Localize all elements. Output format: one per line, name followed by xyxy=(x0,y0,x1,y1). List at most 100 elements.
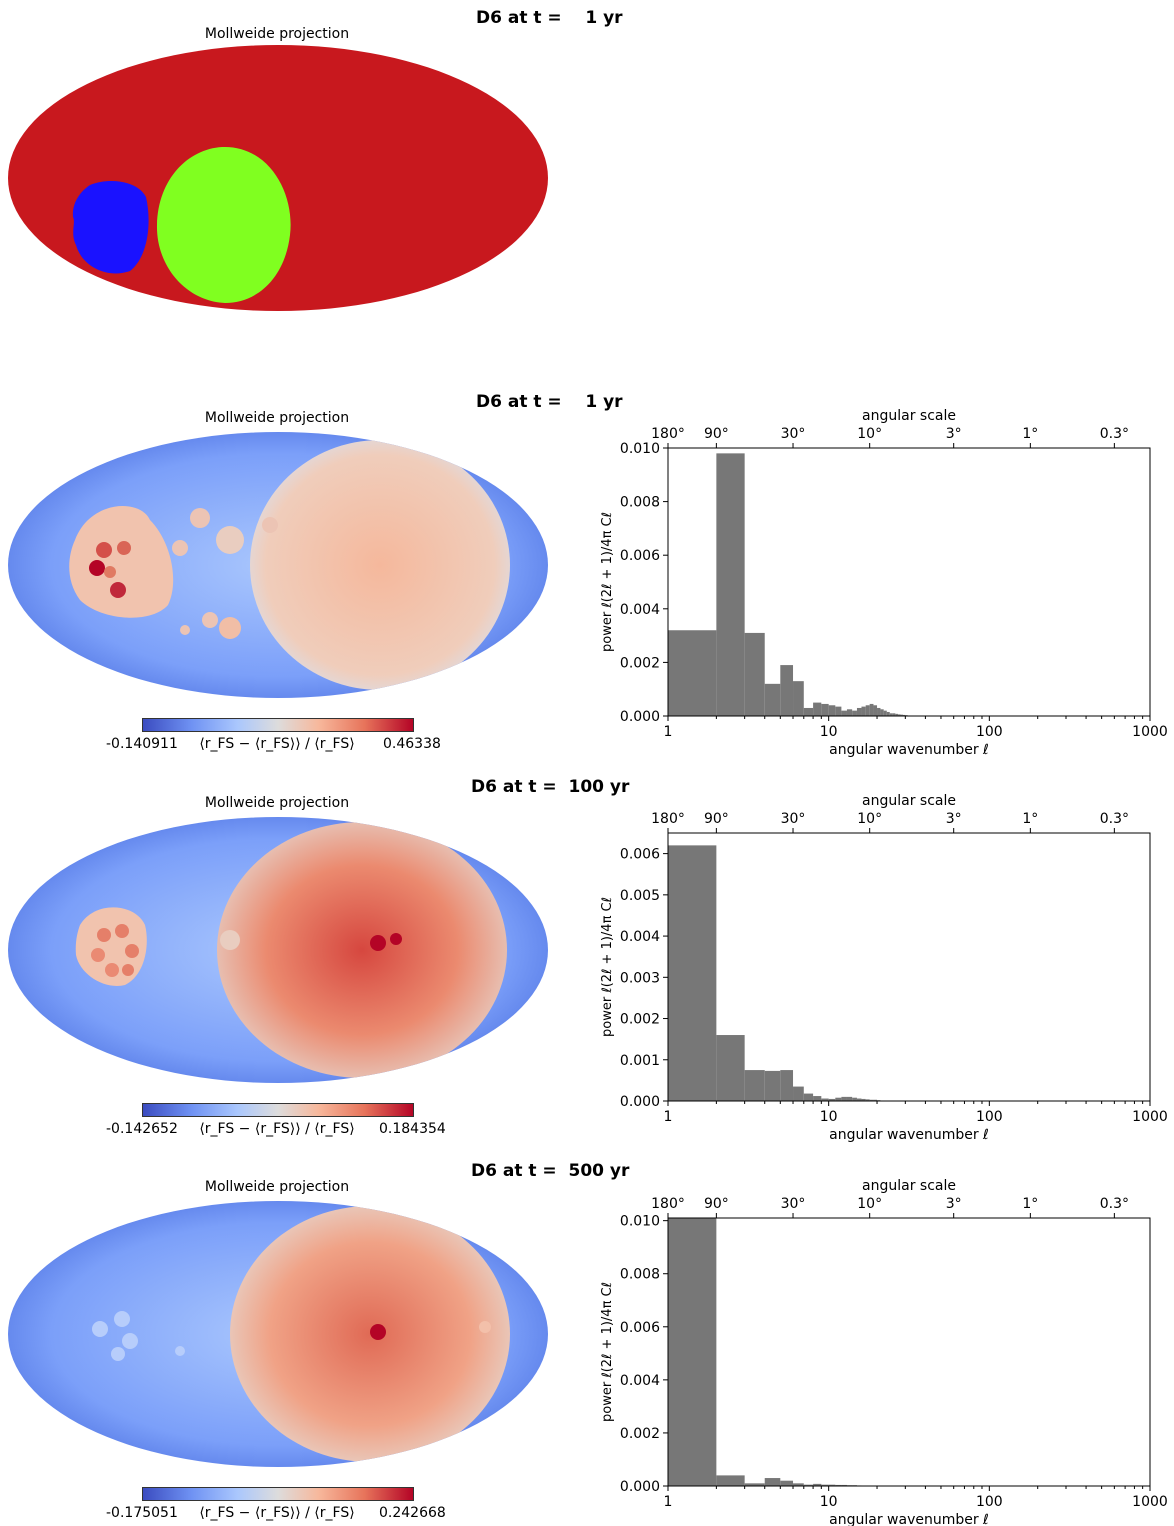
spectrum-bar xyxy=(780,665,794,716)
x-tick-label: 100 xyxy=(976,1109,1003,1125)
spectrum-bar xyxy=(716,1475,745,1486)
map-title: Mollweide projection xyxy=(204,795,350,811)
colorbar-min: -0.142652 xyxy=(106,1121,178,1137)
top-tick-label: 90° xyxy=(704,426,729,442)
y-tick-label: 0.002 xyxy=(620,1012,660,1028)
region-blue xyxy=(72,181,149,274)
spectrum-bar xyxy=(841,710,847,716)
power-spectrum-chart: 0.000 0.002 0.004 0.006 0.008 0.010 1 10 100 1000… xyxy=(600,1178,1168,1526)
x-tick-label: 100 xyxy=(976,1494,1003,1510)
spectrum-bar xyxy=(821,703,829,716)
spectrum-bar xyxy=(902,714,906,716)
spectrum-bar xyxy=(793,681,804,716)
x-axis-label: angular wavenumber ℓ xyxy=(829,1512,989,1526)
blob xyxy=(202,612,218,628)
spectrum-bar xyxy=(716,1035,745,1101)
spectrum-bar xyxy=(668,845,717,1101)
spectrum-bar xyxy=(793,1483,804,1486)
power-spectrum-chart: 0.000 0.001 0.002 0.003 0.004 0.005 0.006 1 10 10… xyxy=(600,793,1168,1143)
spectrum-bar xyxy=(852,1097,857,1101)
hot-spot xyxy=(96,542,112,558)
colorbar-label: ⟨r_FS − ⟨r_FS⟩⟩ / ⟨r_FS⟩ xyxy=(199,736,355,752)
colorbar-min: -0.140911 xyxy=(106,736,178,752)
spectrum-bar xyxy=(865,705,870,716)
top-tick-label: 1° xyxy=(1022,426,1038,442)
warm-region xyxy=(250,440,510,690)
blob xyxy=(114,1311,130,1327)
top-tick-label: 0.3° xyxy=(1100,811,1129,827)
x-axis-label: angular wavenumber ℓ xyxy=(829,1127,989,1143)
hot-spot xyxy=(91,948,105,962)
plot-frame xyxy=(667,1217,1151,1487)
spectrum-bar xyxy=(846,709,853,716)
colorbar xyxy=(142,1103,414,1117)
y-tick-label: 0.001 xyxy=(620,1053,660,1069)
blob xyxy=(219,617,241,639)
top-tick-label: 3° xyxy=(946,426,962,442)
panel-title: D6 at t = 1 yr xyxy=(476,392,623,412)
y-tick-label: 0.004 xyxy=(620,1373,660,1389)
warm-region xyxy=(230,1206,510,1462)
spectrum-bar xyxy=(793,1086,804,1101)
spectrum-bar xyxy=(852,710,857,716)
spectrum-bar xyxy=(764,1478,781,1486)
blob-cluster xyxy=(69,506,174,618)
colorbar-min: -0.175051 xyxy=(106,1505,178,1521)
top-tick-label: 0.3° xyxy=(1100,1196,1129,1212)
spectrum-bar xyxy=(744,1070,765,1101)
y-axis-label: power ℓ(2ℓ + 1)/4π Cℓ xyxy=(600,512,615,652)
plot-frame xyxy=(667,447,1151,717)
spectrum-bar xyxy=(780,1070,794,1101)
blob xyxy=(180,625,190,635)
panel-title: D6 at t = 500 yr xyxy=(471,1161,630,1181)
blob xyxy=(216,526,244,554)
spectrum-bar xyxy=(861,706,866,716)
y-tick-label: 0.006 xyxy=(620,548,660,564)
spectrum-bar xyxy=(764,1070,781,1101)
spectrum-bar xyxy=(668,630,717,716)
spectrum-bar xyxy=(716,453,745,716)
spectrum-bar xyxy=(846,1096,853,1101)
top-tick-label: 90° xyxy=(704,811,729,827)
colorbar xyxy=(142,1487,414,1501)
x-tick-label: 1 xyxy=(664,724,673,740)
top-tick-label: 10° xyxy=(857,811,882,827)
top-tick-label: 3° xyxy=(946,811,962,827)
spectrum-bar xyxy=(668,1218,717,1486)
x-tick-label: 10 xyxy=(820,1109,838,1125)
x-tick-label: 1 xyxy=(664,1494,673,1510)
spectrum-bar xyxy=(803,1484,814,1486)
spectrum-bar xyxy=(803,707,814,716)
spectrum-bar xyxy=(828,705,836,716)
colorbar-max: 0.46338 xyxy=(383,736,441,752)
warm-region xyxy=(217,822,507,1078)
plot-frame xyxy=(667,832,1151,1102)
spectrum-bar xyxy=(869,703,874,716)
spectrum-bar xyxy=(873,705,878,716)
blob xyxy=(111,1347,125,1361)
top-tick-label: 180° xyxy=(651,426,685,442)
y-tick-label: 0.008 xyxy=(620,1267,660,1283)
hot-spot xyxy=(110,582,126,598)
spectrum-bar xyxy=(780,1480,794,1486)
x-tick-label: 1000 xyxy=(1132,724,1168,740)
y-axis-label: power ℓ(2ℓ + 1)/4π Cℓ xyxy=(600,897,615,1037)
top-tick-label: 90° xyxy=(704,1196,729,1212)
power-spectrum-chart: 0.000 0.002 0.004 0.006 0.008 0.010 1 10 100 1000… xyxy=(600,408,1168,758)
blob xyxy=(175,1346,185,1356)
map-title: Mollweide projection xyxy=(204,26,350,42)
x-tick-label: 100 xyxy=(976,724,1003,740)
blob xyxy=(92,1321,108,1337)
colorbar-label: ⟨r_FS − ⟨r_FS⟩⟩ / ⟨r_FS⟩ xyxy=(199,1121,355,1137)
mollweide-map-regions xyxy=(8,45,548,311)
y-tick-label: 0.006 xyxy=(620,1320,660,1336)
x-tick-label: 10 xyxy=(820,1494,838,1510)
spectrum-bar xyxy=(861,1098,866,1101)
spectrum-bar xyxy=(889,713,893,716)
spectrum-bar xyxy=(895,713,898,716)
y-tick-label: 0.010 xyxy=(620,441,660,457)
spectrum-bar xyxy=(813,1483,822,1486)
spectrum-bar xyxy=(764,683,781,716)
y-tick-label: 0.002 xyxy=(620,655,660,671)
spectrum-bar xyxy=(892,713,896,716)
